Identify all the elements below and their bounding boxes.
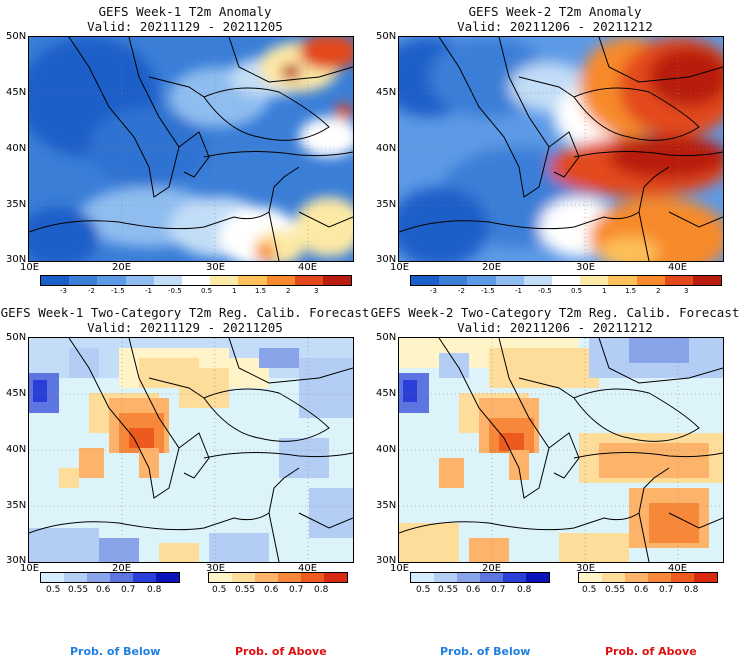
prob-below-label: Prob. of Below bbox=[70, 645, 161, 658]
colorbar-tick: -1.5 bbox=[481, 287, 495, 295]
lat-label-40n: 40N bbox=[6, 143, 27, 154]
lon-label-20e: 20E bbox=[112, 563, 132, 574]
anomaly-map-week1 bbox=[28, 36, 354, 262]
panel1-valid: Valid: 20211129 - 20211205 bbox=[87, 19, 283, 34]
prob-below-label: Prob. of Below bbox=[440, 645, 531, 658]
panel4-valid: Valid: 20211206 - 20211212 bbox=[457, 320, 653, 335]
colorbar-tick: -0.5 bbox=[538, 287, 552, 295]
lat-label-50n: 50N bbox=[376, 31, 397, 42]
lon-label-30e: 30E bbox=[206, 563, 226, 574]
lon-label-10e: 10E bbox=[20, 262, 40, 273]
lat-label-45n: 45N bbox=[6, 87, 27, 98]
lat-label-45n: 45N bbox=[6, 388, 27, 399]
lat-label-35n: 35N bbox=[376, 500, 397, 511]
panel4-title: GEFS Week-2 Two-Category T2m Reg. Calib.… bbox=[370, 305, 740, 320]
prob-above-label: Prob. of Above bbox=[605, 645, 697, 658]
above-tick: 0.8 bbox=[684, 585, 699, 595]
above-tick: 0.7 bbox=[659, 585, 674, 595]
colorbar-tick: -3 bbox=[60, 287, 67, 295]
above-tick: 0.5 bbox=[212, 585, 227, 595]
lat-label-35n: 35N bbox=[6, 500, 27, 511]
lon-label-40e: 40E bbox=[668, 262, 688, 273]
colorbar-tick: 3 bbox=[314, 287, 319, 295]
panel1-title: GEFS Week-1 T2m Anomaly bbox=[98, 4, 272, 19]
anomaly-colorbar bbox=[410, 275, 722, 286]
above-tick: 0.55 bbox=[605, 585, 626, 595]
lat-label-50n: 50N bbox=[376, 332, 397, 343]
colorbar-tick: 1.5 bbox=[625, 287, 637, 295]
below-tick: 0.5 bbox=[416, 585, 431, 595]
lon-label-20e: 20E bbox=[482, 563, 502, 574]
below-tick: 0.55 bbox=[68, 585, 89, 595]
colorbar-tick: 0.5 bbox=[201, 287, 213, 295]
lat-label-50n: 50N bbox=[6, 31, 27, 42]
lat-label-30n: 30N bbox=[6, 254, 27, 265]
anomaly-map-week2 bbox=[398, 36, 724, 262]
lon-label-40e: 40E bbox=[298, 262, 318, 273]
above-tick: 0.8 bbox=[314, 585, 329, 595]
panel2-title: GEFS Week-2 T2m Anomaly bbox=[468, 4, 642, 19]
probability-map-week2 bbox=[398, 337, 724, 563]
colorbar-tick: 2 bbox=[656, 287, 661, 295]
above-tick: 0.5 bbox=[582, 585, 597, 595]
below-colorbar bbox=[410, 572, 550, 583]
colorbar-tick: 1.5 bbox=[255, 287, 267, 295]
lon-label-10e: 10E bbox=[390, 262, 410, 273]
lat-label-35n: 35N bbox=[6, 199, 27, 210]
lon-label-30e: 30E bbox=[206, 262, 226, 273]
lat-label-50n: 50N bbox=[6, 332, 27, 343]
lat-label-30n: 30N bbox=[6, 555, 27, 566]
below-tick: 0.7 bbox=[121, 585, 136, 595]
colorbar-tick: -1.5 bbox=[111, 287, 125, 295]
above-tick: 0.6 bbox=[634, 585, 649, 595]
below-tick: 0.7 bbox=[491, 585, 506, 595]
probability-map-week1 bbox=[28, 337, 354, 563]
lon-label-20e: 20E bbox=[112, 262, 132, 273]
lat-label-30n: 30N bbox=[376, 254, 397, 265]
below-tick: 0.8 bbox=[147, 585, 162, 595]
colorbar-tick: 1 bbox=[232, 287, 237, 295]
colorbar-tick: -3 bbox=[430, 287, 437, 295]
above-colorbar bbox=[208, 572, 348, 583]
lon-label-30e: 30E bbox=[576, 563, 596, 574]
panel2-valid: Valid: 20211206 - 20211212 bbox=[457, 19, 653, 34]
above-tick: 0.55 bbox=[235, 585, 256, 595]
colorbar-tick: -1 bbox=[145, 287, 152, 295]
below-colorbar bbox=[40, 572, 180, 583]
lat-label-30n: 30N bbox=[376, 555, 397, 566]
colorbar-tick: 2 bbox=[286, 287, 291, 295]
below-tick: 0.5 bbox=[46, 585, 61, 595]
lat-label-35n: 35N bbox=[376, 199, 397, 210]
above-tick: 0.7 bbox=[289, 585, 304, 595]
prob-above-label: Prob. of Above bbox=[235, 645, 327, 658]
above-colorbar bbox=[578, 572, 718, 583]
above-tick: 0.6 bbox=[264, 585, 279, 595]
colorbar-tick: 1 bbox=[602, 287, 607, 295]
below-tick: 0.55 bbox=[438, 585, 459, 595]
colorbar-tick: -2 bbox=[458, 287, 465, 295]
lon-label-20e: 20E bbox=[482, 262, 502, 273]
colorbar-tick: -0.5 bbox=[168, 287, 182, 295]
panel3-title: GEFS Week-1 Two-Category T2m Reg. Calib.… bbox=[0, 305, 370, 320]
colorbar-tick: 0.5 bbox=[571, 287, 583, 295]
below-tick: 0.6 bbox=[96, 585, 111, 595]
lon-label-40e: 40E bbox=[298, 563, 318, 574]
anomaly-colorbar bbox=[40, 275, 352, 286]
lon-label-10e: 10E bbox=[20, 563, 40, 574]
lat-label-45n: 45N bbox=[376, 388, 397, 399]
lat-label-40n: 40N bbox=[376, 444, 397, 455]
lat-label-40n: 40N bbox=[376, 143, 397, 154]
lon-label-10e: 10E bbox=[390, 563, 410, 574]
lat-label-40n: 40N bbox=[6, 444, 27, 455]
colorbar-tick: -1 bbox=[515, 287, 522, 295]
colorbar-tick: 3 bbox=[684, 287, 689, 295]
below-tick: 0.6 bbox=[466, 585, 481, 595]
colorbar-tick: -2 bbox=[88, 287, 95, 295]
lon-label-30e: 30E bbox=[576, 262, 596, 273]
lat-label-45n: 45N bbox=[376, 87, 397, 98]
panel3-valid: Valid: 20211129 - 20211205 bbox=[87, 320, 283, 335]
below-tick: 0.8 bbox=[517, 585, 532, 595]
lon-label-40e: 40E bbox=[668, 563, 688, 574]
